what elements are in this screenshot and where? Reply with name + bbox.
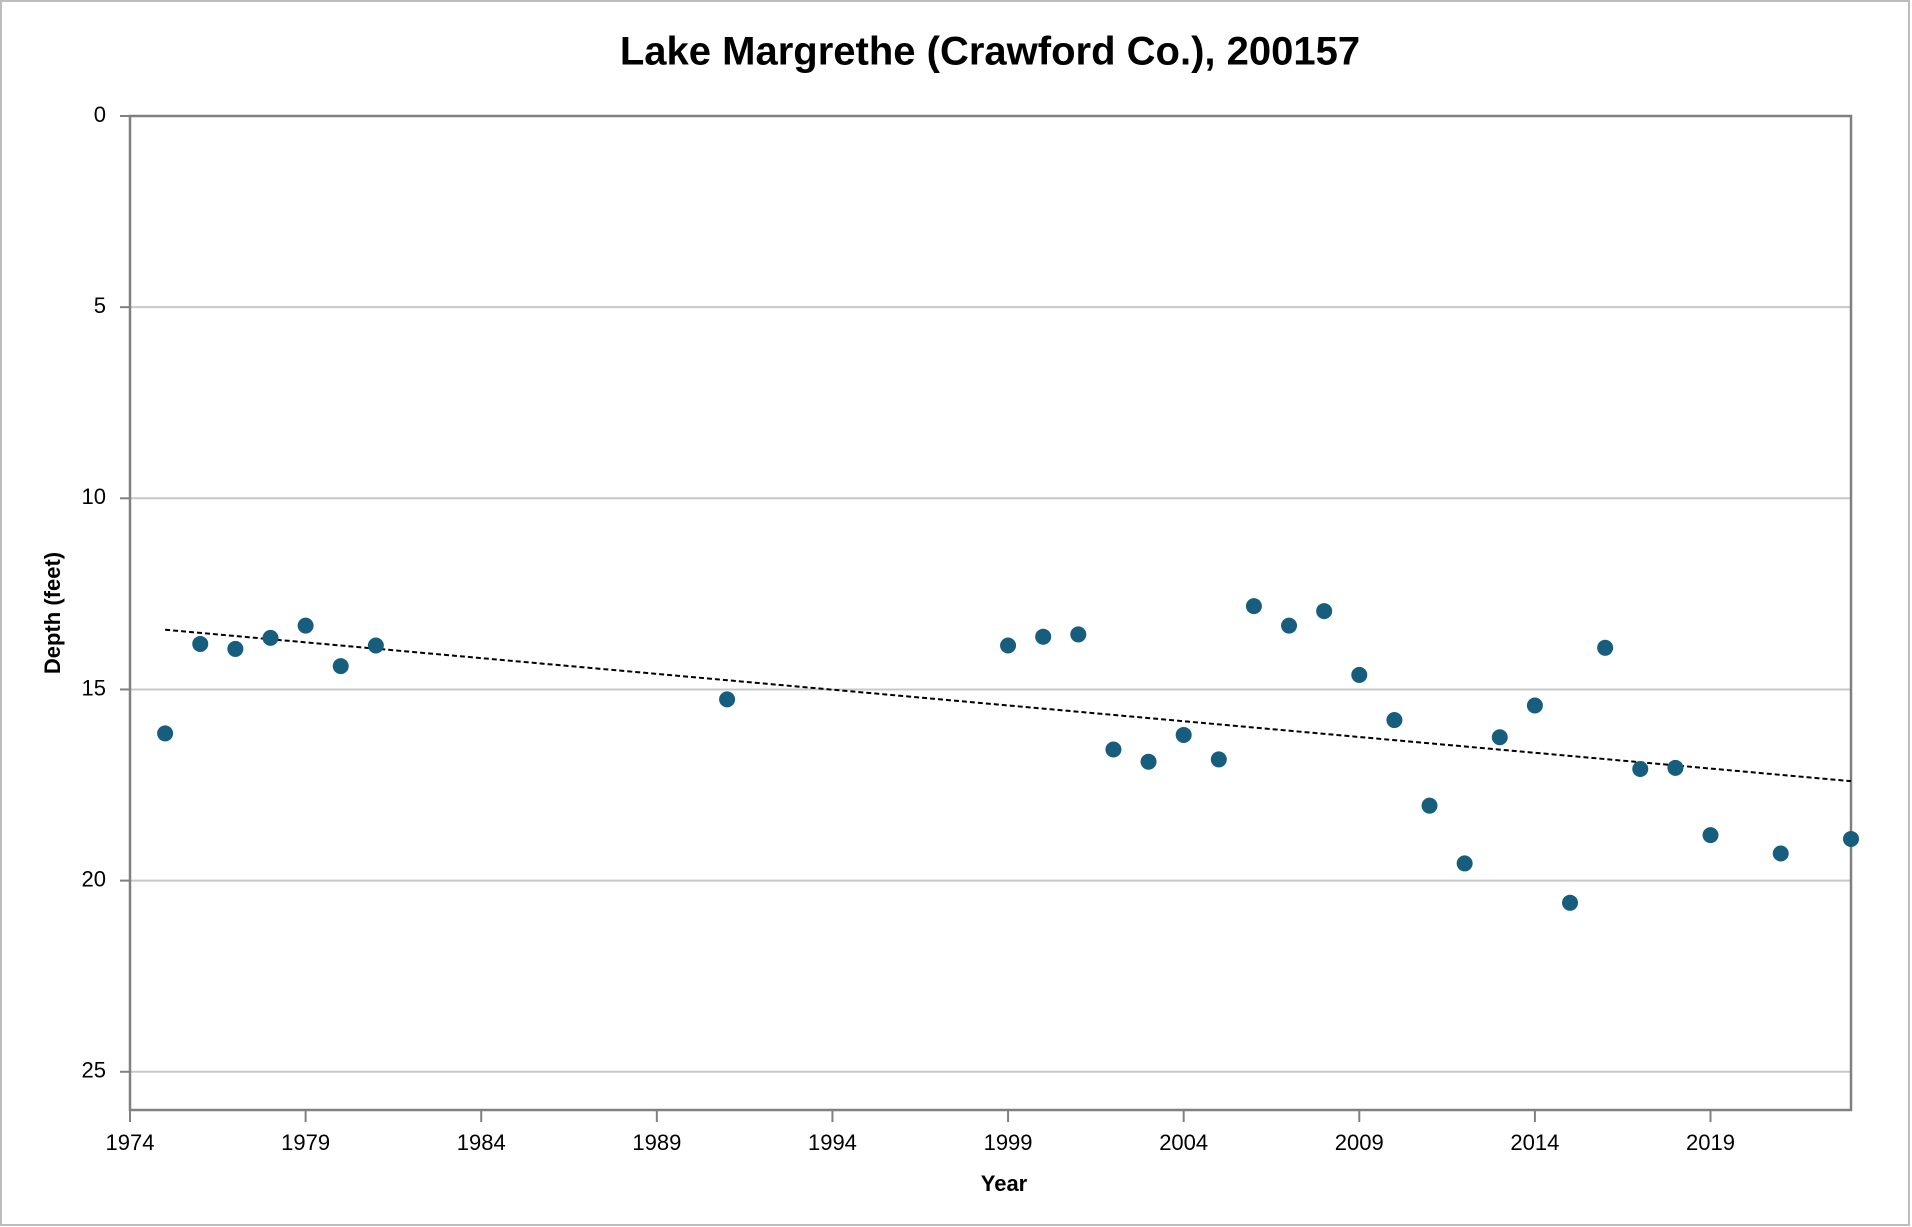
x-tick-label: 1984	[457, 1130, 506, 1155]
data-point	[262, 629, 279, 646]
data-point	[1175, 726, 1192, 743]
x-tick-label: 1989	[632, 1130, 681, 1155]
data-point	[1702, 827, 1719, 844]
y-tick-label: 10	[82, 484, 106, 509]
data-point	[332, 658, 349, 675]
y-tick-label: 15	[82, 675, 106, 700]
data-point	[1105, 741, 1122, 758]
data-point	[719, 691, 736, 708]
data-point	[1245, 598, 1262, 615]
data-point	[1526, 697, 1543, 714]
data-point	[1035, 628, 1052, 645]
data-point	[1843, 830, 1859, 847]
data-point	[1281, 617, 1298, 634]
plot-border	[128, 114, 1853, 1112]
data-point	[192, 635, 209, 652]
data-point	[1491, 729, 1508, 746]
y-tick-label: 25	[82, 1058, 106, 1083]
x-tick-label: 2004	[1159, 1130, 1208, 1155]
x-axis-label: Year	[981, 1171, 1028, 1196]
data-point	[1140, 753, 1157, 770]
chart-title: Lake Margrethe (Crawford Co.), 200157	[620, 30, 1360, 74]
x-tick-label: 2009	[1335, 1130, 1384, 1155]
x-tick-label: 2019	[1686, 1130, 1735, 1155]
data-point	[227, 640, 244, 657]
data-point	[1386, 712, 1403, 729]
x-tick-label: 1974	[106, 1130, 155, 1155]
x-tick-label: 1994	[808, 1130, 857, 1155]
data-point	[297, 617, 314, 634]
data-point	[1632, 760, 1649, 777]
trendline	[165, 628, 1852, 783]
data-point	[367, 637, 384, 654]
x-tick-label: 1999	[984, 1130, 1033, 1155]
y-tick-label: 5	[94, 293, 106, 318]
data-point	[1667, 759, 1684, 776]
x-tick-label: 2014	[1510, 1130, 1559, 1155]
data-point	[1421, 797, 1438, 814]
data-point	[1456, 855, 1473, 872]
y-tick-label: 20	[82, 866, 106, 891]
data-point	[1351, 666, 1368, 683]
data-point	[1210, 751, 1227, 768]
data-point	[1772, 845, 1789, 862]
data-point	[1562, 894, 1579, 911]
y-tick-label: 0	[94, 102, 106, 127]
data-point	[1597, 639, 1614, 656]
x-tick-label: 1979	[281, 1130, 330, 1155]
y-axis-label: Depth (feet)	[40, 552, 65, 674]
data-point	[1070, 626, 1087, 643]
data-point	[1316, 603, 1333, 620]
data-point	[1000, 637, 1017, 654]
data-point	[157, 725, 174, 742]
